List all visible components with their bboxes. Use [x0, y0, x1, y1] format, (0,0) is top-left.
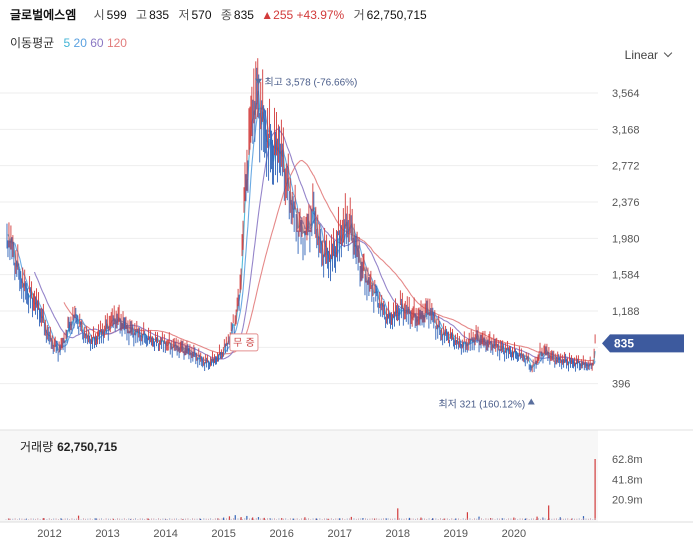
price-tick-label: 2,772: [612, 161, 640, 173]
high-marker-arrow: [254, 78, 262, 85]
volume-tick-label: 20.9m: [612, 495, 643, 507]
low-marker-label: 최저 321 (160.12%): [438, 399, 525, 411]
grid-lines: [0, 92, 693, 523]
moving-average-legend: 이동평균 5 20 60 120: [10, 34, 127, 51]
ma-5-label[interactable]: 5: [63, 36, 71, 50]
year-tick-label: 2020: [502, 528, 526, 540]
volume-axis: 20.9m 41.8m 62.8m: [612, 454, 643, 507]
volume-panel-title: 거래량 62,750,715: [20, 438, 117, 455]
year-tick-label: 2013: [95, 528, 119, 540]
ma-120-line: [63, 159, 596, 362]
low-value: 570: [191, 8, 212, 22]
year-tick-label: 2017: [327, 528, 351, 540]
ma-20-label[interactable]: 20: [73, 36, 87, 50]
price-tick-label: 1,980: [612, 233, 640, 245]
volume-tick-label: 62.8m: [612, 454, 643, 466]
close-value: 835: [233, 8, 254, 22]
price-series: [6, 58, 596, 373]
moving-average-lines: [7, 90, 596, 369]
price-axis: 396 1,188 1,584 1,980 2,376 2,772 3,168 3,564 83…: [602, 88, 684, 391]
price-tick-label: 3,564: [612, 88, 640, 100]
scale-select-value: Linear: [624, 48, 658, 62]
year-tick-label: 2018: [386, 528, 410, 540]
low-marker-arrow: [527, 398, 535, 405]
price-tick-label: 1,188: [612, 306, 640, 318]
ma-60-line: [33, 128, 596, 365]
quote-header: 글로벌에스엠 시 599 고 835 저 570 종 835 ▲255 +43.97% …: [10, 6, 427, 23]
high-label: 고: [136, 8, 148, 22]
change-value: ▲255 +43.97%: [261, 8, 345, 22]
stock-name: 글로벌에스엠: [10, 8, 77, 22]
year-tick-label: 2012: [37, 528, 61, 540]
volume-series: [5, 458, 596, 520]
scale-select[interactable]: Linear: [624, 48, 673, 62]
volume-panel-label: 거래량: [20, 440, 54, 454]
open-label: 시: [93, 8, 105, 22]
volume-panel-bg: [0, 430, 598, 522]
price-tick-label: 3,168: [612, 124, 640, 136]
volume-value: 62,750,715: [366, 8, 427, 22]
time-axis: 2012 2013 2014 2015 2016 2017 2018 2019 2020: [37, 528, 526, 540]
ma-120-label[interactable]: 120: [106, 36, 127, 50]
price-tick-label: 2,376: [612, 197, 640, 209]
price-tick-label: 1,584: [612, 270, 640, 282]
year-tick-label: 2015: [211, 528, 235, 540]
volume-label: 거: [353, 8, 365, 22]
volume-tick-label: 41.8m: [612, 474, 643, 486]
event-annotation-label: 무 증: [233, 337, 255, 349]
close-label: 종: [220, 8, 232, 22]
year-tick-label: 2016: [269, 528, 293, 540]
ma-legend-title: 이동평균: [10, 36, 55, 50]
price-tick-label: 396: [612, 379, 630, 391]
high-value: 835: [149, 8, 170, 22]
volume-panel-value: 62,750,715: [57, 440, 118, 454]
year-tick-label: 2019: [444, 528, 468, 540]
chart-markers: 최고 3,578 (-76.66%) 최저 321 (160.12%) 무 증: [229, 77, 535, 411]
event-annotation-box: [229, 333, 259, 352]
current-price-tag: [602, 334, 684, 353]
year-tick-label: 2014: [153, 528, 177, 540]
ma-5-line: [7, 90, 596, 369]
current-price-label: 835: [614, 336, 634, 350]
open-value: 599: [106, 8, 127, 22]
ma-60-label[interactable]: 60: [90, 36, 104, 50]
high-marker-label: 최고 3,578 (-76.66%): [264, 77, 357, 89]
low-label: 저: [178, 8, 190, 22]
